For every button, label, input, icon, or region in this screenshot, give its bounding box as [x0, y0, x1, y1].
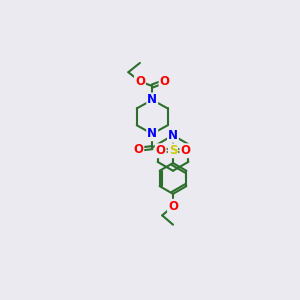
- Text: O: O: [180, 144, 190, 157]
- Text: N: N: [147, 93, 157, 106]
- Text: O: O: [134, 143, 143, 156]
- Text: O: O: [156, 144, 166, 157]
- Text: O: O: [168, 200, 178, 213]
- Text: S: S: [169, 144, 177, 157]
- Text: O: O: [160, 75, 170, 88]
- Text: O: O: [135, 75, 145, 88]
- Text: N: N: [147, 127, 157, 140]
- Text: N: N: [168, 129, 178, 142]
